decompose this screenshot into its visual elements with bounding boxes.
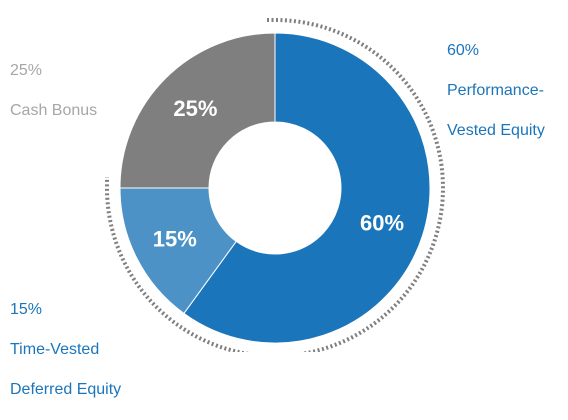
outer-label-cash: 25% Cash Bonus bbox=[10, 41, 97, 141]
outer-label-time-name-2: Deferred Equity bbox=[10, 381, 122, 398]
outer-label-time-pct: 15% bbox=[10, 301, 43, 318]
outer-label-performance-name-1: Performance- bbox=[447, 82, 544, 99]
outer-label-performance: 60% Performance- Vested Equity bbox=[447, 21, 545, 161]
donut-slice-1 bbox=[119, 187, 237, 315]
donut-slice-0 bbox=[183, 32, 431, 344]
outer-label-cash-name-1: Cash Bonus bbox=[10, 102, 98, 119]
outer-label-performance-name-2: Vested Equity bbox=[447, 122, 545, 139]
slice-inner-labels: 60% 15% 25% bbox=[153, 96, 404, 252]
outer-label-time-name-1: Time-Vested bbox=[10, 341, 100, 358]
slice-inner-label-1: 15% bbox=[153, 227, 197, 252]
outer-label-cash-pct: 25% bbox=[10, 62, 43, 79]
slice-inner-label-0: 60% bbox=[360, 210, 404, 235]
outer-label-performance-pct: 60% bbox=[447, 42, 480, 59]
donut-chart: 60% 15% 25% bbox=[105, 18, 445, 352]
donut-slices bbox=[119, 32, 431, 344]
slice-inner-label-2: 25% bbox=[173, 96, 217, 121]
donut-slice-2 bbox=[119, 32, 276, 189]
outer-label-time: 15% Time-Vested Deferred Equity bbox=[10, 280, 121, 420]
